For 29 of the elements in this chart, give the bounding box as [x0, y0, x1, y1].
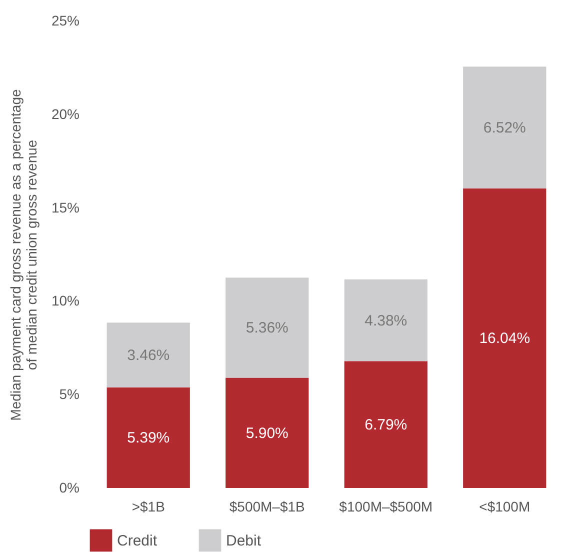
- bar: [344, 279, 428, 362]
- y-tick-label: 15%: [51, 199, 80, 216]
- y-tick-label: 20%: [51, 106, 80, 122]
- bar: [226, 378, 309, 488]
- bar: [106, 387, 190, 488]
- bar: [344, 361, 428, 488]
- data-label: 6.79%: [364, 416, 408, 434]
- legend-label: Credit: [117, 532, 158, 550]
- x-tick-label: >$1B: [132, 498, 165, 514]
- y-tick-label: 5%: [59, 386, 80, 402]
- bar: [106, 322, 190, 388]
- data-label: 5.36%: [246, 320, 288, 337]
- data-label: 5.39%: [127, 430, 170, 447]
- x-tick-label: <$100M: [479, 498, 530, 514]
- data-label: 5.90%: [246, 424, 288, 442]
- x-tick-label: $500M–$1B: [229, 498, 305, 514]
- bar: [463, 66, 546, 188]
- data-label: 3.46%: [127, 347, 170, 364]
- data-label: 16.04%: [479, 330, 530, 348]
- data-label: 4.38%: [364, 312, 408, 330]
- bar: [226, 278, 309, 378]
- x-tick-label: $100M–$500M: [339, 498, 433, 514]
- data-label: 6.52%: [483, 119, 526, 136]
- bar: [463, 188, 546, 488]
- legend-label: Debit: [226, 532, 262, 550]
- y-tick-label: 0%: [59, 480, 80, 496]
- y-tick-label: 10%: [51, 292, 80, 309]
- y-tick-label: 25%: [51, 12, 80, 28]
- y-axis-title: Median payment card gross revenue as a percentage of median credit union gross revenue: [7, 89, 40, 421]
